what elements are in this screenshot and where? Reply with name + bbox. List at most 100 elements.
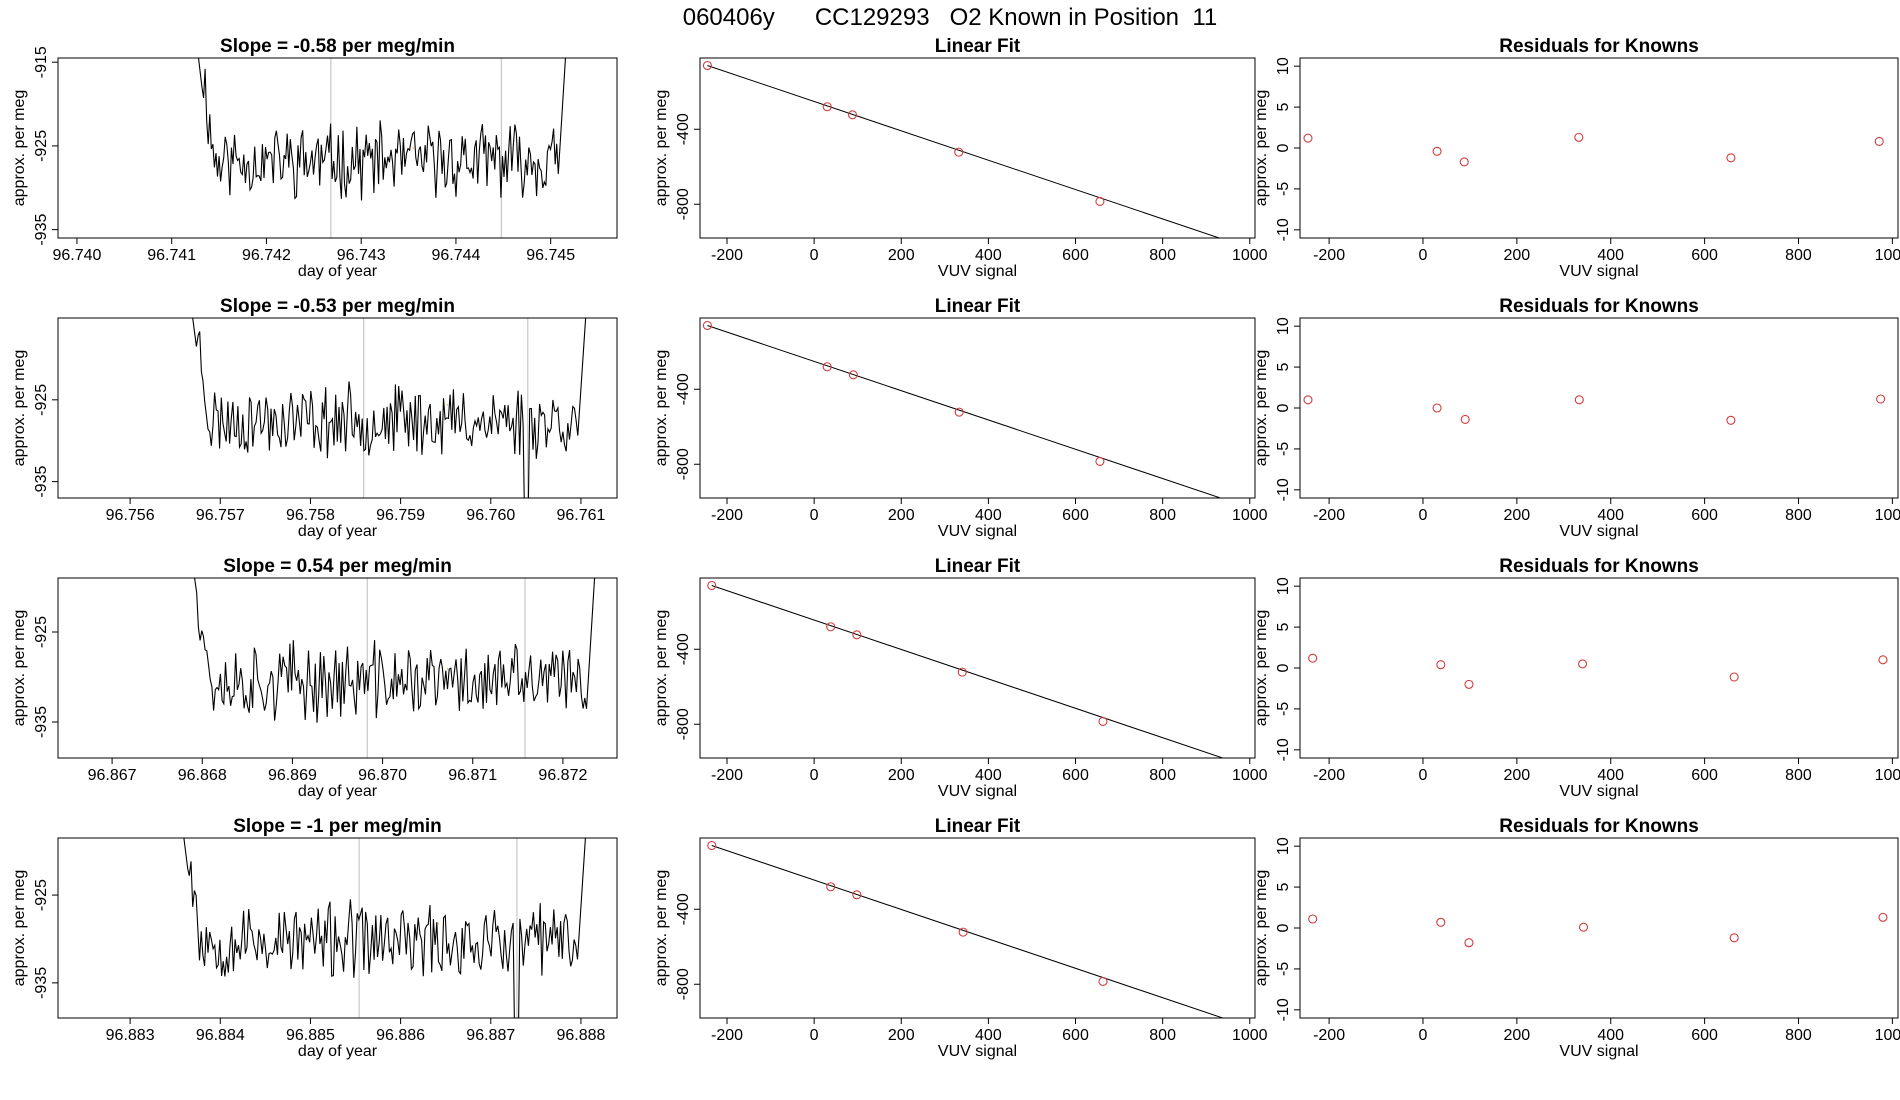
r2-residuals-ytick-label-3: 0: [1275, 403, 1292, 412]
r2-linear-fit-point-3: [848, 370, 858, 380]
r2-residuals-point-4: [1574, 395, 1584, 405]
r4-residuals-point-5: [1729, 933, 1739, 943]
r4-linear-fit-xlabel: VUV signal: [938, 1043, 1017, 1060]
r4-timeseries-xtick-label-3: 96.885: [286, 1027, 335, 1044]
r4-residuals-xtick-label-7: 1000: [1875, 1027, 1900, 1044]
r1-timeseries-frame: [57, 57, 618, 239]
r1-residuals-ytick-label-5: 10: [1275, 57, 1292, 75]
r2-linear-fit-xtick-label-1: -200: [711, 507, 743, 524]
r2-residuals-point-6: [1876, 394, 1886, 404]
r1-timeseries-xtick-label-2: 96.741: [147, 247, 196, 264]
r4-linear-fit-title: Linear Fit: [935, 816, 1021, 837]
r1-linear-fit-ytick-label-2: -800: [675, 188, 692, 220]
r4-timeseries-xtick-label-4: 96.886: [376, 1027, 425, 1044]
r1-residuals-ytick-label-3: 0: [1275, 143, 1292, 152]
r1-residuals-title: Residuals for Knowns: [1499, 36, 1699, 57]
r4-residuals-frame: [1299, 837, 1899, 1019]
r4-timeseries-trace: [183, 838, 586, 1018]
r2-residuals-xtick-label-5: 600: [1691, 507, 1718, 524]
r2-timeseries-xtick-label-2: 96.757: [196, 507, 245, 524]
r2-timeseries-frame: [57, 317, 618, 499]
r1-linear-fit-frame: [699, 57, 1256, 239]
r2-residuals-ytick-label-1: -10: [1275, 478, 1292, 501]
r1-timeseries-xtick-label-6: 96.745: [526, 247, 575, 264]
r3-residuals-xlabel: VUV signal: [1559, 783, 1638, 800]
r2-residuals-point-3: [1460, 414, 1470, 425]
r4-residuals-point-1: [1308, 914, 1318, 924]
r3-linear-fit-xtick-label-7: 1000: [1232, 767, 1268, 784]
r3-residuals-panel: Residuals for Knowns-200 0 200 400 600 800 100…: [1253, 556, 1900, 800]
r2-linear-fit-point-1: [702, 320, 712, 331]
r2-linear-fit-xtick-label-5: 600: [1062, 507, 1089, 524]
r1-linear-fit-xtick-label-5: 600: [1062, 247, 1089, 264]
r3-linear-fit-ylabel: approx. per meg: [653, 610, 670, 727]
r2-linear-fit-point-2: [822, 362, 832, 372]
r1-linear-fit-ylabel: approx. per meg: [653, 90, 670, 207]
r1-residuals-xtick-label-6: 800: [1785, 247, 1812, 264]
r3-linear-fit-panel: Linear Fit -200 0 200 400 600 800 1000 -400 -800 V…: [653, 556, 1268, 800]
r2-linear-fit-point-5: [1095, 456, 1105, 466]
r1-timeseries-xtick-label-5: 96.744: [431, 247, 480, 264]
r2-timeseries-ytick-label-1: -925: [33, 384, 50, 416]
r4-residuals-xtick-label-3: 200: [1504, 1027, 1531, 1044]
r3-residuals-point-4: [1578, 659, 1588, 669]
r3-residuals-point-1: [1308, 653, 1318, 663]
r3-linear-fit-point-5: [1098, 716, 1108, 726]
r1-timeseries-xlabel: day of year: [298, 263, 378, 280]
r3-timeseries-ylabel: approx. per meg: [11, 610, 28, 727]
r1-residuals-frame: [1299, 57, 1899, 239]
r3-timeseries-xtick-label-3: 96.869: [268, 767, 317, 784]
r3-timeseries-xtick-label-4: 96.870: [358, 767, 407, 784]
r4-residuals-title: Residuals for Knowns: [1499, 816, 1699, 837]
r4-residuals-ytick-label-3: 0: [1275, 923, 1292, 932]
r2-residuals-point-5: [1726, 415, 1736, 425]
r2-residuals-ytick-label-4: 5: [1275, 363, 1292, 372]
r1-linear-fit-xtick-label-6: 800: [1149, 247, 1176, 264]
r3-timeseries-panel: Slope = 0.54 per meg/min · 96.867 96.868 96.…: [11, 556, 618, 800]
r3-linear-fit-title: Linear Fit: [935, 556, 1021, 577]
r3-timeseries-ytick-label-1: -925: [33, 616, 50, 648]
r4-timeseries-title: Slope = -1 per meg/min: [233, 816, 442, 837]
r1-residuals-point-3: [1459, 157, 1469, 167]
r2-timeseries-trace: [192, 318, 587, 498]
r2-residuals-ytick-label-2: -5: [1275, 442, 1292, 456]
r3-timeseries-xtick-label-6: 96.872: [538, 767, 587, 784]
r1-timeseries-ytick-label-1: -915: [33, 46, 50, 78]
r2-residuals-xtick-label-2: 0: [1419, 507, 1428, 524]
page-title: 060406y CC129293 O2 Known in Position 11: [682, 4, 1218, 31]
r1-residuals-ytick-label-2: -5: [1275, 182, 1292, 196]
r3-residuals-frame: [1299, 577, 1899, 759]
r4-linear-fit-point-2: [826, 882, 836, 892]
r4-timeseries-xtick-label-2: 96.884: [196, 1027, 245, 1044]
r1-linear-fit-ytick-label-1: -400: [675, 113, 692, 145]
r1-residuals-xtick-label-4: 400: [1597, 247, 1624, 264]
r4-residuals-point-3: [1464, 938, 1474, 948]
r3-linear-fit-xtick-label-5: 600: [1062, 767, 1089, 784]
r1-linear-fit-fit-line: [707, 65, 1221, 238]
r4-timeseries-xtick-label-1: 96.883: [106, 1027, 155, 1044]
r2-linear-fit-frame: [699, 317, 1256, 499]
r1-residuals-point-1: [1303, 133, 1313, 143]
r1-linear-fit-panel: Linear Fit -200 0 200 400 600 800 1000 -400 -800 V…: [653, 36, 1268, 280]
r4-linear-fit-xtick-label-7: 1000: [1232, 1027, 1268, 1044]
r3-timeseries-trace: [194, 578, 596, 723]
r2-timeseries-xlabel: day of year: [298, 523, 378, 540]
r4-timeseries-ytick-label-1: -925: [33, 879, 50, 911]
r2-timeseries-ytick-label-2: -935: [33, 466, 50, 498]
r3-linear-fit-point-1: [707, 580, 717, 591]
r2-linear-fit-xlabel: VUV signal: [938, 523, 1017, 540]
r2-timeseries-xtick-label-6: 96.761: [556, 507, 605, 524]
r3-linear-fit-xtick-label-6: 800: [1149, 767, 1176, 784]
r1-residuals-point-2: [1432, 146, 1442, 156]
r2-timeseries-xtick-label-5: 96.760: [466, 507, 515, 524]
r1-timeseries-xtick-label-4: 96.743: [337, 247, 386, 264]
r2-linear-fit-ytick-label-1: -400: [675, 373, 692, 405]
r2-linear-fit-point-4: [954, 407, 964, 417]
r3-residuals-ytick-label-1: -10: [1275, 738, 1292, 761]
r2-linear-fit-xtick-label-7: 1000: [1232, 507, 1268, 524]
r2-linear-fit-ylabel: approx. per meg: [653, 350, 670, 467]
r2-residuals-ytick-label-5: 10: [1275, 317, 1292, 335]
r3-residuals-xtick-label-1: -200: [1313, 767, 1345, 784]
r4-linear-fit-xtick-label-4: 400: [975, 1027, 1002, 1044]
r4-residuals-xtick-label-1: -200: [1313, 1027, 1345, 1044]
